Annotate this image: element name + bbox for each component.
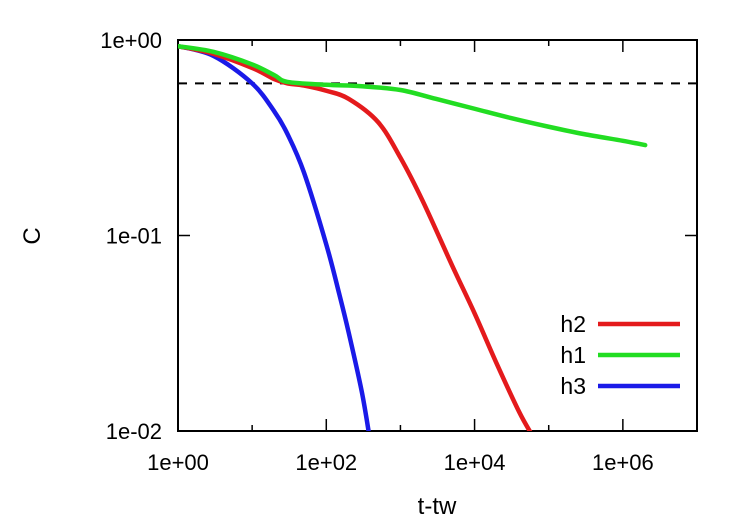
y-tick-label: 1e-01 xyxy=(106,224,162,249)
series-lines xyxy=(178,43,648,431)
x-tick-label: 1e+00 xyxy=(147,450,209,475)
x-axis-label: t-tw xyxy=(418,493,457,520)
legend-label-h3: h3 xyxy=(560,373,586,399)
legend-label-h2: h2 xyxy=(560,311,586,337)
x-tick-label: 1e+06 xyxy=(592,450,654,475)
y-tick-label: 1e+00 xyxy=(100,28,162,53)
axis-ticks xyxy=(177,39,698,432)
x-tick-label: 1e+04 xyxy=(444,450,506,475)
series-line-h3 xyxy=(178,43,371,431)
legend: h2 h1 h3 xyxy=(560,311,680,399)
y-axis-label: C xyxy=(19,227,46,244)
x-tick-labels: 1e+00 1e+02 1e+04 1e+06 xyxy=(147,450,654,475)
y-tick-label: 1e-02 xyxy=(106,419,162,444)
series-line-h1 xyxy=(178,43,648,148)
y-tick-labels: 1e+00 1e-01 1e-02 xyxy=(100,28,162,444)
legend-label-h1: h1 xyxy=(560,342,586,368)
series-line-h2 xyxy=(178,43,533,431)
x-tick-label: 1e+02 xyxy=(295,450,357,475)
